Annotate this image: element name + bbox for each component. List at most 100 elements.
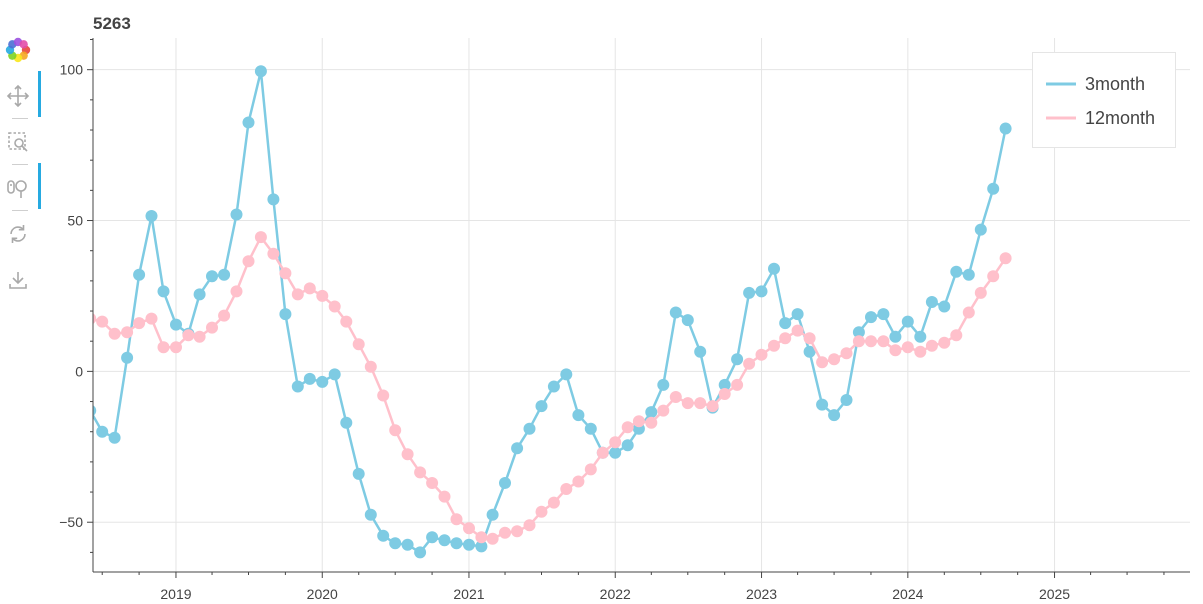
data-point-12month[interactable] bbox=[401, 448, 414, 461]
data-point-12month[interactable] bbox=[145, 312, 158, 325]
data-point-3month[interactable] bbox=[463, 538, 475, 551]
data-point-12month[interactable] bbox=[486, 532, 499, 545]
data-point-3month[interactable] bbox=[133, 268, 146, 281]
data-point-3month[interactable] bbox=[316, 375, 329, 388]
data-point-3month[interactable] bbox=[731, 353, 744, 366]
data-point-12month[interactable] bbox=[950, 329, 963, 342]
data-point-3month[interactable] bbox=[609, 446, 622, 459]
data-point-3month[interactable] bbox=[889, 330, 902, 343]
data-point-12month[interactable] bbox=[877, 335, 890, 348]
data-point-12month[interactable] bbox=[499, 526, 511, 539]
data-point-3month[interactable] bbox=[987, 182, 1000, 195]
data-point-3month[interactable] bbox=[621, 439, 634, 452]
data-point-3month[interactable] bbox=[803, 345, 816, 358]
data-point-3month[interactable] bbox=[584, 422, 597, 435]
data-point-3month[interactable] bbox=[145, 210, 158, 222]
legend-label-3month[interactable]: 3month bbox=[1085, 74, 1145, 94]
data-point-3month[interactable] bbox=[877, 308, 890, 321]
data-point-12month[interactable] bbox=[645, 416, 658, 429]
data-point-3month[interactable] bbox=[962, 268, 975, 281]
reset-icon[interactable] bbox=[4, 220, 32, 248]
data-point-3month[interactable] bbox=[925, 296, 938, 308]
data-point-3month[interactable] bbox=[486, 508, 499, 521]
data-point-12month[interactable] bbox=[523, 519, 536, 532]
data-point-12month[interactable] bbox=[816, 356, 829, 369]
data-point-12month[interactable] bbox=[511, 525, 524, 538]
data-point-3month[interactable] bbox=[230, 208, 243, 221]
data-point-12month[interactable] bbox=[193, 330, 206, 343]
data-point-12month[interactable] bbox=[632, 415, 645, 428]
data-point-3month[interactable] bbox=[572, 409, 585, 422]
data-point-12month[interactable] bbox=[535, 505, 548, 518]
data-point-3month[interactable] bbox=[340, 416, 353, 429]
data-point-12month[interactable] bbox=[364, 360, 377, 373]
data-point-12month[interactable] bbox=[389, 424, 402, 437]
data-point-3month[interactable] bbox=[170, 318, 182, 331]
data-point-12month[interactable] bbox=[694, 397, 707, 410]
data-point-12month[interactable] bbox=[96, 315, 109, 328]
data-point-3month[interactable] bbox=[389, 537, 402, 550]
data-point-3month[interactable] bbox=[840, 394, 853, 406]
data-point-3month[interactable] bbox=[523, 422, 536, 435]
data-point-3month[interactable] bbox=[865, 311, 877, 324]
data-point-12month[interactable] bbox=[657, 404, 670, 417]
data-point-12month[interactable] bbox=[547, 496, 560, 509]
data-point-3month[interactable] bbox=[121, 351, 134, 364]
data-point-3month[interactable] bbox=[768, 262, 780, 275]
data-point-12month[interactable] bbox=[718, 388, 731, 400]
data-point-12month[interactable] bbox=[108, 327, 121, 340]
data-point-12month[interactable] bbox=[182, 329, 195, 342]
data-point-3month[interactable] bbox=[364, 508, 377, 521]
data-point-3month[interactable] bbox=[352, 467, 365, 480]
data-point-12month[interactable] bbox=[218, 309, 231, 322]
data-point-3month[interactable] bbox=[242, 116, 255, 129]
data-point-3month[interactable] bbox=[414, 546, 427, 559]
data-point-3month[interactable] bbox=[328, 368, 341, 381]
data-point-12month[interactable] bbox=[254, 231, 267, 244]
data-point-3month[interactable] bbox=[438, 534, 451, 547]
data-point-12month[interactable] bbox=[974, 286, 987, 299]
data-point-12month[interactable] bbox=[157, 341, 170, 354]
data-point-12month[interactable] bbox=[328, 300, 341, 313]
data-point-12month[interactable] bbox=[962, 306, 975, 319]
data-point-3month[interactable] bbox=[999, 122, 1012, 135]
data-point-3month[interactable] bbox=[718, 378, 731, 391]
data-point-12month[interactable] bbox=[621, 421, 634, 434]
wheel-zoom-icon[interactable] bbox=[4, 174, 32, 202]
data-point-3month[interactable] bbox=[254, 65, 267, 78]
data-point-12month[interactable] bbox=[414, 466, 427, 479]
data-point-3month[interactable] bbox=[938, 300, 951, 313]
data-point-12month[interactable] bbox=[121, 326, 134, 339]
data-point-3month[interactable] bbox=[791, 308, 804, 321]
data-point-3month[interactable] bbox=[779, 317, 792, 330]
data-point-12month[interactable] bbox=[584, 463, 597, 476]
data-point-3month[interactable] bbox=[950, 265, 963, 278]
data-point-3month[interactable] bbox=[193, 288, 206, 301]
data-point-3month[interactable] bbox=[914, 330, 927, 343]
data-point-3month[interactable] bbox=[743, 286, 756, 299]
data-point-12month[interactable] bbox=[170, 341, 182, 354]
data-point-12month[interactable] bbox=[426, 477, 439, 489]
data-point-12month[interactable] bbox=[865, 335, 877, 348]
data-point-12month[interactable] bbox=[925, 339, 938, 352]
data-point-12month[interactable] bbox=[230, 285, 243, 298]
data-point-12month[interactable] bbox=[755, 348, 768, 361]
data-point-12month[interactable] bbox=[572, 475, 585, 488]
data-point-12month[interactable] bbox=[316, 289, 329, 302]
save-icon[interactable] bbox=[4, 266, 32, 294]
pan-icon[interactable] bbox=[4, 82, 32, 110]
bokeh-logo-icon[interactable] bbox=[4, 36, 32, 64]
data-point-3month[interactable] bbox=[816, 398, 829, 411]
data-point-3month[interactable] bbox=[901, 315, 914, 328]
box-zoom-icon[interactable] bbox=[4, 128, 32, 156]
data-point-3month[interactable] bbox=[450, 537, 463, 550]
data-point-12month[interactable] bbox=[803, 332, 816, 345]
data-point-3month[interactable] bbox=[560, 368, 573, 381]
data-point-3month[interactable] bbox=[535, 400, 548, 413]
data-point-3month[interactable] bbox=[511, 442, 524, 455]
data-point-12month[interactable] bbox=[791, 324, 804, 337]
data-point-12month[interactable] bbox=[340, 315, 353, 328]
data-point-3month[interactable] bbox=[206, 270, 218, 283]
data-point-12month[interactable] bbox=[475, 531, 488, 544]
data-point-12month[interactable] bbox=[303, 282, 316, 295]
